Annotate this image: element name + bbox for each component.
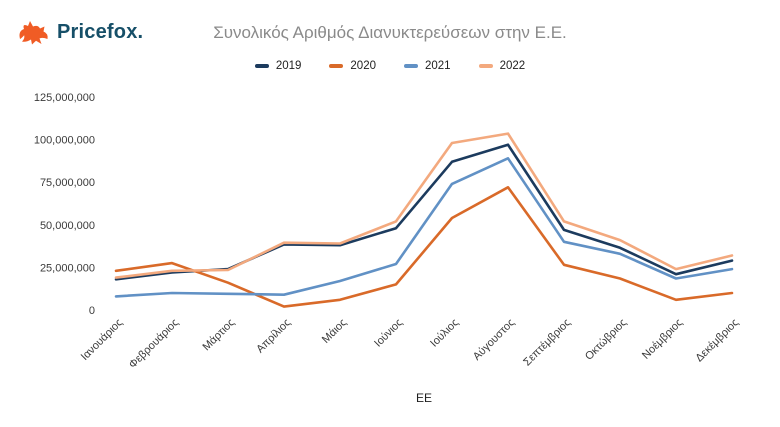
x-axis-tick-label: Ιανουάριος: [79, 317, 125, 363]
legend-label-2021: 2021: [425, 60, 451, 72]
x-axis-tick-label: Ιούλιος: [428, 317, 461, 350]
series-line-2021: [114, 157, 734, 298]
x-axis-title: ΕΕ: [415, 391, 432, 405]
x-axis-tick-label: Μάιος: [320, 317, 349, 346]
legend-item-2021: 2021: [404, 60, 451, 72]
x-axis-tick-label: Φεβρουάριος: [127, 317, 181, 371]
legend-label-2020: 2020: [350, 60, 376, 72]
y-axis-tick-label: 125,000,000: [34, 92, 95, 104]
x-axis-tick-label: Ιούνιος: [372, 317, 405, 350]
chart-title: Συνολικός Αριθμός Διανυκτερεύσεων στην Ε…: [213, 23, 567, 42]
x-axis-tick-label: Δεκέμβριος: [693, 317, 741, 365]
legend-item-2020: 2020: [329, 60, 376, 72]
y-axis-tick-label: 0: [89, 305, 95, 317]
legend-item-2022: 2022: [478, 60, 526, 72]
legend-swatch-2022: [478, 64, 493, 68]
x-axis-tick-label: Αύγουστος: [471, 317, 517, 363]
y-axis-tick-label: 50,000,000: [40, 220, 95, 232]
x-axis-tick-label: Οκτώβριος: [583, 317, 629, 363]
x-axis-tick-label: Σεπτέμβριος: [521, 317, 573, 369]
y-axis-tick-label: 25,000,000: [40, 262, 95, 274]
logo-wordmark: Pricefox.: [57, 20, 144, 43]
legend-label-2019: 2019: [275, 60, 302, 72]
x-axis-tick-label: Απρίλιος: [254, 317, 293, 356]
fox-logo-icon: [19, 20, 48, 44]
y-axis-tick-label: 75,000,000: [40, 177, 95, 189]
legend-swatch-2019: [254, 64, 269, 68]
x-axis-tick-label: Μάρτιος: [200, 317, 237, 354]
x-axis-tick-label: Νοέμβριος: [640, 317, 685, 362]
legend-swatch-2020: [329, 64, 344, 68]
legend-item-2019: 2019: [254, 60, 302, 72]
pricefox-logo[interactable]: Pricefox.: [18, 14, 143, 50]
series-line-2022: [114, 132, 734, 279]
chart-legend: 2019 2020 2021 2022: [0, 60, 780, 72]
series-line-2019: [114, 143, 734, 281]
legend-label-2022: 2022: [499, 60, 526, 72]
y-axis-tick-label: 100,000,000: [34, 135, 95, 147]
series-line-2020: [114, 186, 734, 308]
legend-swatch-2021: [404, 64, 418, 68]
